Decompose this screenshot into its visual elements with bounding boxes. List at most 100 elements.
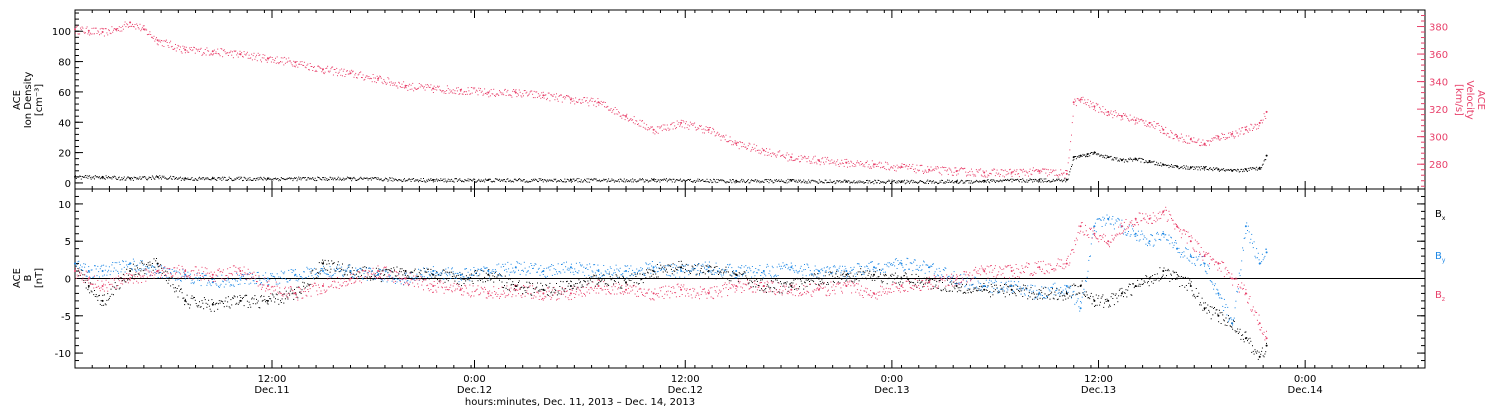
field-series-y-dot: [123, 266, 125, 268]
velocity-series-dot: [1075, 105, 1077, 107]
field-series-x-dot: [595, 274, 597, 276]
field-series-y-dot: [156, 272, 157, 274]
density-series-dot: [608, 180, 610, 182]
velocity-series-dot: [541, 92, 543, 94]
field-series-y-dot: [308, 268, 310, 270]
density-series-dot: [181, 178, 183, 180]
density-series-dot: [335, 179, 337, 181]
density-series-dot: [814, 180, 816, 182]
density-series-dot: [875, 180, 877, 182]
velocity-series-dot: [1225, 137, 1227, 139]
field-series-x-dot: [446, 278, 448, 280]
velocity-series-dot: [399, 86, 401, 87]
field-series-x-dot: [1152, 275, 1153, 277]
density-series-dot: [260, 176, 262, 178]
density-series-dot: [1194, 166, 1196, 168]
field-series-x-dot: [1106, 298, 1108, 300]
field-series-x-dot: [227, 296, 229, 298]
density-series-dot: [1069, 171, 1071, 173]
density-series-dot: [245, 178, 247, 180]
velocity-series-dot: [95, 27, 97, 29]
velocity-series-dot: [1096, 104, 1098, 106]
velocity-series-dot: [926, 172, 928, 173]
density-series-dot: [769, 179, 771, 181]
density-series-dot: [637, 180, 638, 182]
density-series-dot: [658, 179, 660, 181]
field-series-x-dot: [395, 275, 397, 277]
field-series-x-dot: [849, 277, 851, 279]
field-series-x-point: [1217, 314, 1220, 317]
field-series-x-dot: [955, 283, 957, 285]
field-series-y-point: [1065, 285, 1068, 287]
velocity-series-dot: [278, 63, 280, 65]
velocity-series-dot: [599, 102, 601, 104]
density-series-dot: [961, 180, 963, 182]
field-series-x-dot: [138, 273, 140, 275]
velocity-series-dot: [275, 62, 277, 64]
density-series-dot: [832, 182, 834, 184]
field-series-x-dot: [567, 285, 569, 287]
density-series-dot: [663, 178, 665, 180]
density-series-dot: [293, 178, 295, 180]
field-series-x-dot: [1255, 351, 1257, 353]
density-series-dot: [166, 178, 168, 180]
velocity-series-dot: [685, 121, 687, 123]
density-series-dot: [577, 181, 579, 183]
field-series-x-dot: [87, 289, 89, 291]
field-series-x-dot: [180, 288, 181, 290]
density-series-dot: [802, 181, 804, 183]
velocity-series-dot: [829, 160, 831, 162]
field-series-y-dot: [209, 283, 211, 285]
field-series-x-dot: [259, 307, 261, 309]
field-series-x-dot: [842, 274, 843, 276]
field-series-x-dot: [1103, 306, 1105, 308]
field-series-x-dot: [701, 265, 703, 267]
field-series-x-dot: [1166, 270, 1168, 272]
density-series-dot: [527, 181, 529, 183]
field-series-x-dot: [756, 278, 758, 280]
velocity-series-dot: [1210, 141, 1212, 142]
density-series-dot: [351, 180, 353, 182]
velocity-series-dot: [379, 75, 381, 77]
velocity-series-dot: [1060, 169, 1062, 171]
density-series-dot: [1254, 167, 1256, 169]
field-series-y-dot: [118, 272, 119, 274]
field-series-x-dot: [245, 294, 247, 296]
velocity-series-dot: [656, 131, 658, 133]
velocity-series-dot: [475, 91, 476, 93]
field-series-y-dot: [77, 261, 79, 263]
density-series-dot: [493, 180, 495, 182]
field-series-x-dot: [195, 303, 197, 304]
velocity-series-dot: [1099, 108, 1101, 110]
field-series-x-dot: [1063, 295, 1065, 296]
density-series-dot: [629, 180, 631, 182]
density-series-dot: [873, 183, 875, 185]
density-series-dot: [685, 180, 687, 182]
density-series-dot: [366, 177, 368, 179]
field-series-x-dot: [271, 293, 273, 295]
field-series-x-dot: [864, 271, 866, 273]
velocity-series-dot: [1135, 122, 1137, 124]
density-series-dot: [1230, 168, 1232, 170]
velocity-series-dot: [807, 157, 809, 159]
field-series-x-dot: [516, 285, 518, 287]
velocity-series-dot: [197, 50, 199, 52]
density-series-dot: [502, 180, 504, 182]
density-series-dot: [661, 179, 663, 181]
velocity-series-dot: [1226, 138, 1228, 140]
velocity-series-dot: [844, 159, 846, 160]
velocity-series-dot: [806, 161, 808, 163]
velocity-series-dot: [403, 81, 405, 83]
velocity-series-dot: [344, 76, 346, 77]
field-series-x-dot: [948, 290, 950, 292]
field-series-x-dot: [1215, 309, 1217, 311]
density-series-dot: [613, 179, 615, 181]
field-series-x-dot: [546, 285, 548, 287]
field-series-x-dot: [375, 275, 376, 277]
density-series-dot: [114, 176, 116, 178]
velocity-series-dot: [152, 38, 154, 39]
field-series-x-dot: [323, 261, 324, 263]
field-series-x-dot: [1040, 289, 1042, 291]
velocity-series-dot: [446, 85, 448, 87]
velocity-series-dot: [351, 69, 353, 71]
